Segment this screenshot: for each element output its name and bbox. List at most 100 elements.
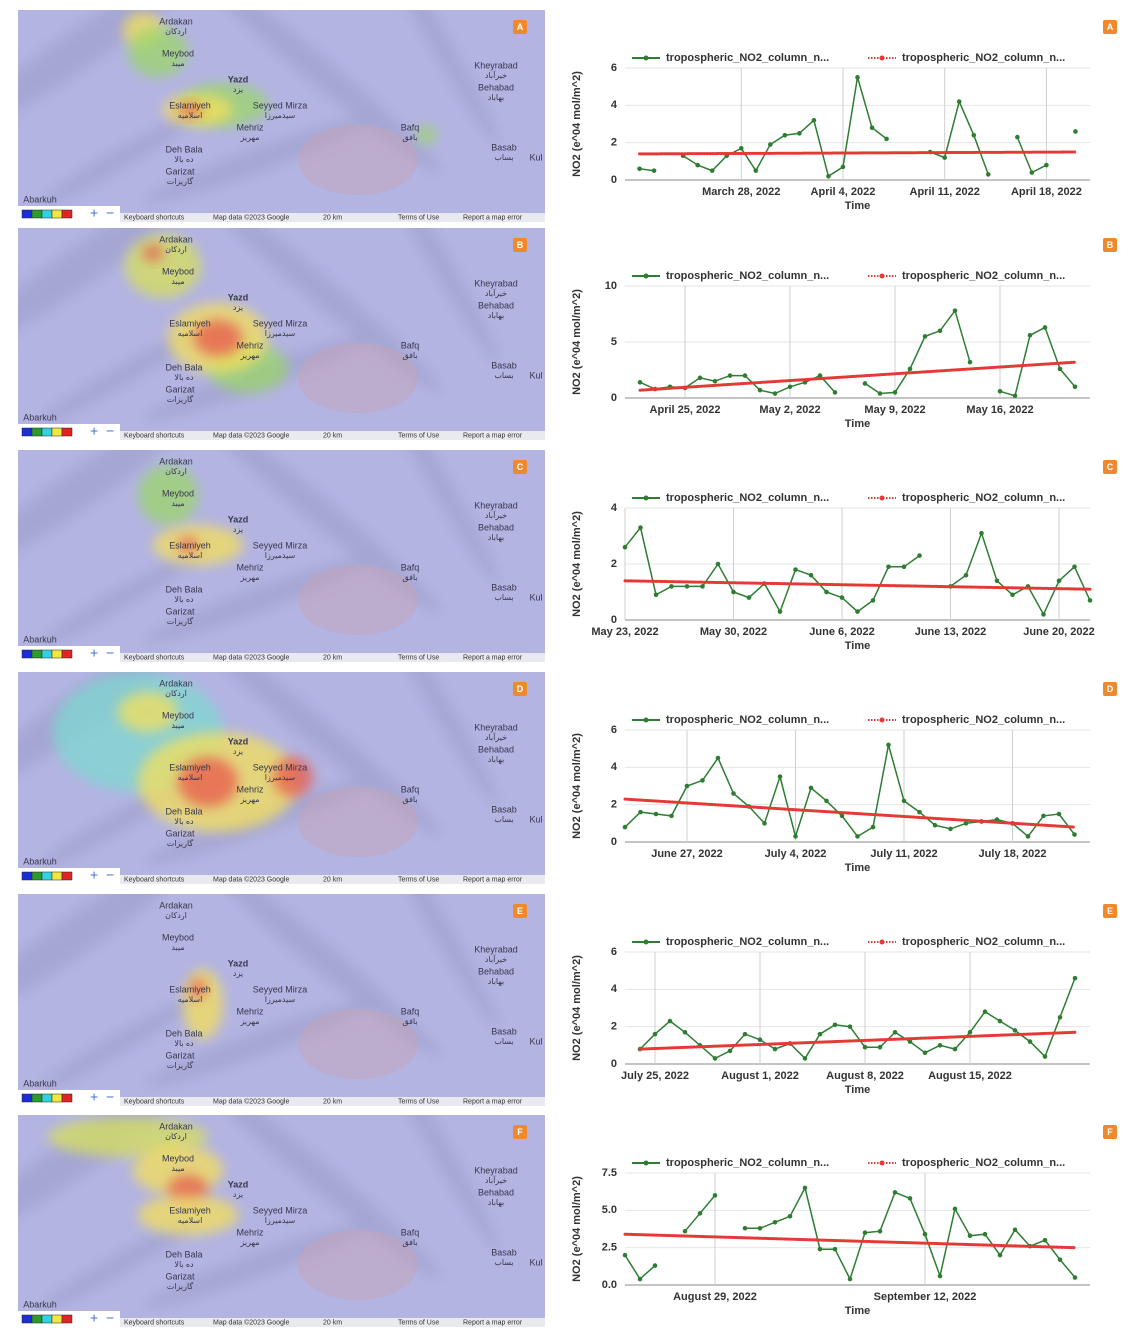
footer-bar [120, 1097, 545, 1106]
map-footer-text: Map data ©2023 Google [213, 1097, 289, 1105]
map-footer-text: 20 km [323, 876, 342, 883]
data-point [862, 1230, 868, 1236]
place-name: Behabad [478, 744, 514, 754]
place-name: Kul [529, 814, 542, 824]
zoom-out[interactable]: − [106, 205, 114, 221]
data-point [727, 373, 733, 378]
data-point [862, 1044, 868, 1050]
heat-area [118, 692, 178, 732]
place-name: Abarkuh [23, 1299, 57, 1309]
data-point [862, 381, 868, 386]
place-name: Eslamiyeh [169, 100, 211, 110]
legend-marker [879, 717, 885, 723]
place-local-name: ده بالا [174, 817, 194, 826]
y-tick-label: 5.0 [602, 1204, 617, 1216]
place-name: Basab [491, 804, 517, 814]
zoom-out[interactable]: − [106, 867, 114, 883]
place-name: Kheyrabad [474, 60, 518, 70]
map-footer-text: Map data ©2023 Google [213, 653, 289, 661]
zoom-out[interactable]: − [106, 423, 114, 439]
x-tick-label: April 11, 2022 [910, 186, 980, 198]
place-local-name: بافق [402, 1238, 417, 1247]
data-point [917, 553, 922, 558]
map-footer-text: Map data ©2023 Google [213, 431, 289, 439]
data-point [847, 1024, 853, 1029]
data-point [772, 391, 778, 396]
place-local-name: سیدمیرزا [265, 329, 296, 338]
data-point [638, 809, 643, 815]
zoom-in[interactable]: + [90, 867, 98, 883]
legend-marker [879, 55, 885, 61]
map-footer-text: 20 km [323, 214, 342, 221]
data-point [952, 1046, 958, 1052]
color-scale-cell [31, 1314, 43, 1324]
terrain [377, 1115, 499, 1250]
data-point [777, 774, 783, 779]
x-tick-label: May 16, 2022 [966, 404, 1033, 416]
data-point [840, 164, 846, 170]
y-axis-label: NO2 (e^04 mol/m^2) [571, 955, 583, 1061]
map-footer-text: 20 km [323, 432, 342, 439]
place-name: Kul [529, 370, 542, 380]
map-footer-text: Report a map error [463, 1098, 523, 1105]
data-point [700, 778, 705, 783]
shaded-zone [298, 125, 418, 195]
color-scale-cell [21, 871, 33, 881]
data-point [847, 1276, 853, 1282]
place-name: Behabad [478, 522, 514, 532]
terrain [195, 1115, 441, 1279]
legend-label: tropospheric_NO2_column_n... [902, 52, 1065, 64]
heat-area [273, 757, 313, 797]
zoom-out[interactable]: − [106, 645, 114, 661]
color-scale-cell [61, 1314, 73, 1324]
shaded-zone [298, 787, 418, 857]
data-point [1029, 170, 1035, 175]
color-scale-cell [21, 209, 33, 219]
zoom-in[interactable]: + [90, 1310, 98, 1326]
data-point [1012, 393, 1018, 399]
legend-marker [643, 495, 649, 501]
place-name: Deh Bala [165, 806, 202, 816]
zoom-in[interactable]: + [90, 1089, 98, 1105]
place-name: Bafq [401, 1227, 420, 1237]
data-point [793, 834, 798, 839]
x-tick-label: May 9, 2022 [864, 404, 925, 416]
y-tick-label: 6 [611, 62, 617, 74]
place-local-name: اسلامیه [178, 1216, 203, 1225]
zoom-out[interactable]: − [106, 1089, 114, 1105]
series-line [638, 1030, 1077, 1051]
zoom-in[interactable]: + [90, 645, 98, 661]
color-scale-cell [51, 1093, 63, 1103]
zoom-out[interactable]: − [106, 1310, 114, 1326]
zoom-in[interactable]: + [90, 205, 98, 221]
x-axis-label: Time [845, 640, 870, 652]
shaded-zone [298, 343, 418, 413]
place-local-name: بهاباد [488, 533, 505, 542]
data-point [937, 1273, 943, 1279]
place-local-name: اردکان [165, 689, 187, 698]
x-axis-label: Time [845, 862, 870, 874]
map-footer-text: Terms of Use [398, 654, 439, 661]
chart: C 0 2 4 May 23, 2022 May 30, 2022 June 6, 2022… [571, 460, 1117, 652]
zoom-in[interactable]: + [90, 423, 98, 439]
panel-label: D [517, 684, 524, 694]
data-point [669, 584, 674, 589]
data-point [832, 1246, 838, 1252]
x-tick-label: April 18, 2022 [1011, 186, 1082, 198]
legend-label: tropospheric_NO2_column_n... [902, 936, 1065, 948]
place-local-name: مهریز [239, 351, 259, 360]
data-point [1042, 1237, 1048, 1243]
x-tick-label: August 1, 2022 [721, 1070, 799, 1082]
data-point [1087, 598, 1093, 603]
data-point [682, 1228, 688, 1234]
x-axis-label: Time [845, 1305, 870, 1317]
place-local-name: یزد [233, 747, 243, 756]
data-point [772, 1219, 778, 1225]
data-point [1072, 1275, 1078, 1280]
chart: E 0 2 4 6 July 25, 2022 August 1, 2022 August 8… [571, 904, 1117, 1096]
